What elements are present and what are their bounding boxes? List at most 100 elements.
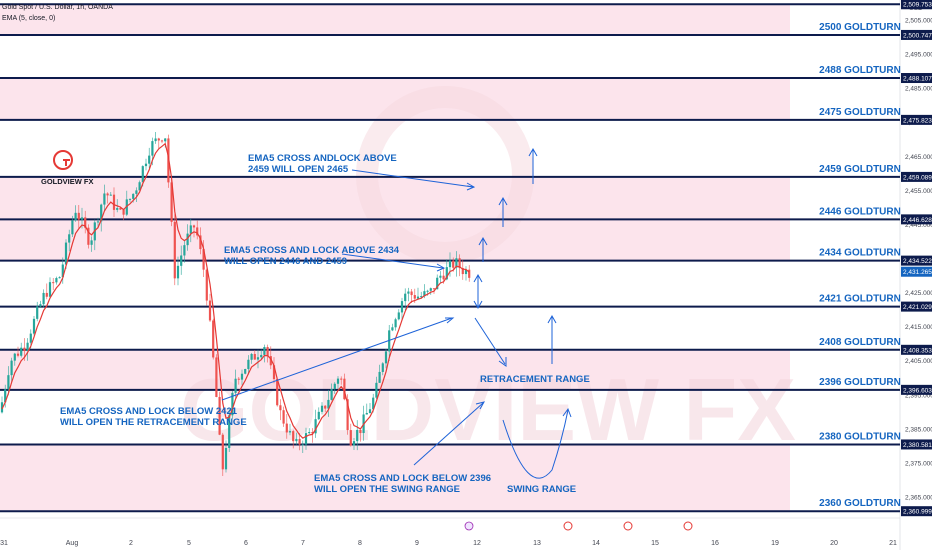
- candle-body: [42, 292, 45, 305]
- price-badge: [901, 255, 932, 266]
- candle-body: [464, 269, 468, 275]
- candle-body: [336, 378, 340, 384]
- price-badge-text: 2,434.522: [903, 258, 932, 265]
- goldturn-label: 2434 GOLDTURN: [819, 248, 901, 259]
- candle-body: [154, 138, 157, 142]
- candle-body: [343, 378, 346, 400]
- y-tick-label: 2,485.000: [905, 86, 932, 93]
- candle-body: [202, 249, 205, 270]
- candle-body: [404, 293, 407, 302]
- x-tick-label: 6: [244, 540, 248, 547]
- candle-body: [442, 275, 445, 280]
- x-tick-label: 15: [651, 540, 659, 547]
- price-badge-text: 2,421.029: [903, 304, 932, 311]
- price-badge: [901, 214, 932, 225]
- event-icons[interactable]: [464, 521, 693, 531]
- arrowhead-icon: [475, 401, 486, 410]
- candle-body: [429, 288, 432, 291]
- candle-body: [237, 378, 240, 380]
- arrow-to-2396: [413, 402, 484, 466]
- candle-body: [68, 234, 71, 243]
- price-badge: [901, 171, 932, 182]
- candle-body: [90, 240, 93, 245]
- candle-body: [20, 347, 23, 356]
- ema-line: [1, 142, 470, 439]
- candle-body: [13, 353, 16, 361]
- candle-body: [122, 209, 125, 215]
- candle-body: [55, 278, 58, 283]
- candle-body: [439, 275, 442, 278]
- us-flag-event-icon[interactable]: [683, 521, 693, 531]
- candle-body: [378, 371, 381, 383]
- arrow-to-2434: [341, 253, 444, 269]
- retracement-range-label: RETRACEMENT RANGE: [480, 374, 590, 385]
- watermark-logo-icon: [356, 86, 534, 264]
- symbol-title[interactable]: Gold Spot / U.S. Dollar, 1h, OANDA: [2, 4, 113, 11]
- candle-body: [256, 357, 260, 360]
- price-badge-text: 2,509.753: [903, 2, 932, 9]
- candle-body: [39, 304, 42, 307]
- candle-body: [324, 405, 327, 409]
- goldview-logo-icon: [53, 150, 73, 170]
- candle-body: [52, 282, 55, 284]
- goldturn-label: 2446 GOLDTURN: [819, 206, 901, 217]
- candle-body: [218, 396, 221, 435]
- candle-body: [285, 423, 288, 433]
- x-tick-label: 14: [592, 540, 600, 547]
- candle-body: [327, 399, 330, 409]
- candle-body: [250, 353, 253, 360]
- price-badge: [901, 0, 932, 10]
- candle-body: [279, 405, 282, 411]
- candle-body: [32, 318, 36, 334]
- us-flag-event-icon[interactable]: [623, 521, 633, 531]
- candle-body: [23, 347, 26, 352]
- candle-body: [452, 260, 455, 268]
- candle-body: [109, 194, 112, 196]
- y-tick-label: 2,495.000: [905, 52, 932, 59]
- candle-body: [183, 245, 186, 256]
- earnings-event-icon[interactable]: [464, 521, 474, 531]
- candle-body: [215, 357, 218, 397]
- candle-body: [272, 365, 276, 380]
- goldturn-zones: [0, 4, 790, 512]
- candle-body: [157, 138, 160, 141]
- x-tick-label: 2: [129, 540, 133, 547]
- candle-body: [349, 430, 352, 446]
- candle-body: [352, 441, 356, 446]
- candle-body: [231, 392, 234, 416]
- candle-body: [186, 233, 189, 246]
- price-badge-text: 2,360.999: [903, 509, 932, 516]
- candle-body: [266, 346, 269, 357]
- candle-body: [311, 432, 314, 434]
- candle-body: [410, 291, 413, 296]
- x-axis-ticks: 31 Aug 2 5 6 7 8 9 12 13 14 15 16 19 20 21: [0, 540, 897, 547]
- indicator-legend[interactable]: EMA (5, close, 0): [2, 15, 55, 22]
- annotation-1-line-2: 2459 WILL OPEN 2465: [248, 164, 349, 175]
- goldturn-lines: [0, 3, 900, 513]
- candle-body: [375, 382, 378, 398]
- candle-body: [164, 138, 167, 142]
- candle-body: [80, 217, 84, 220]
- candle-body: [461, 268, 464, 275]
- price-badges: 2,509.753 2,500.747 2,488.107 2,475.823 2,45…: [901, 0, 932, 517]
- price-badge: [901, 73, 932, 84]
- candle-body: [320, 405, 324, 412]
- x-tick-label: 31: [0, 540, 8, 547]
- candle-body: [112, 194, 116, 210]
- candle-body: [87, 227, 90, 245]
- candle-body: [74, 212, 77, 221]
- candle-body: [119, 208, 122, 210]
- price-badge: [901, 301, 932, 312]
- candle-body: [103, 193, 106, 205]
- us-flag-event-icon[interactable]: [563, 521, 573, 531]
- candle-body: [132, 193, 135, 199]
- price-badge: [901, 506, 932, 517]
- candle-body: [106, 193, 109, 196]
- candle-body: [61, 264, 64, 278]
- goldturn-label: 2488 GOLDTURN: [819, 65, 901, 76]
- candle-body: [160, 140, 164, 142]
- price-badge: [901, 439, 932, 450]
- candle-body: [468, 269, 471, 278]
- goldturn-label: 2396 GOLDTURN: [819, 377, 901, 388]
